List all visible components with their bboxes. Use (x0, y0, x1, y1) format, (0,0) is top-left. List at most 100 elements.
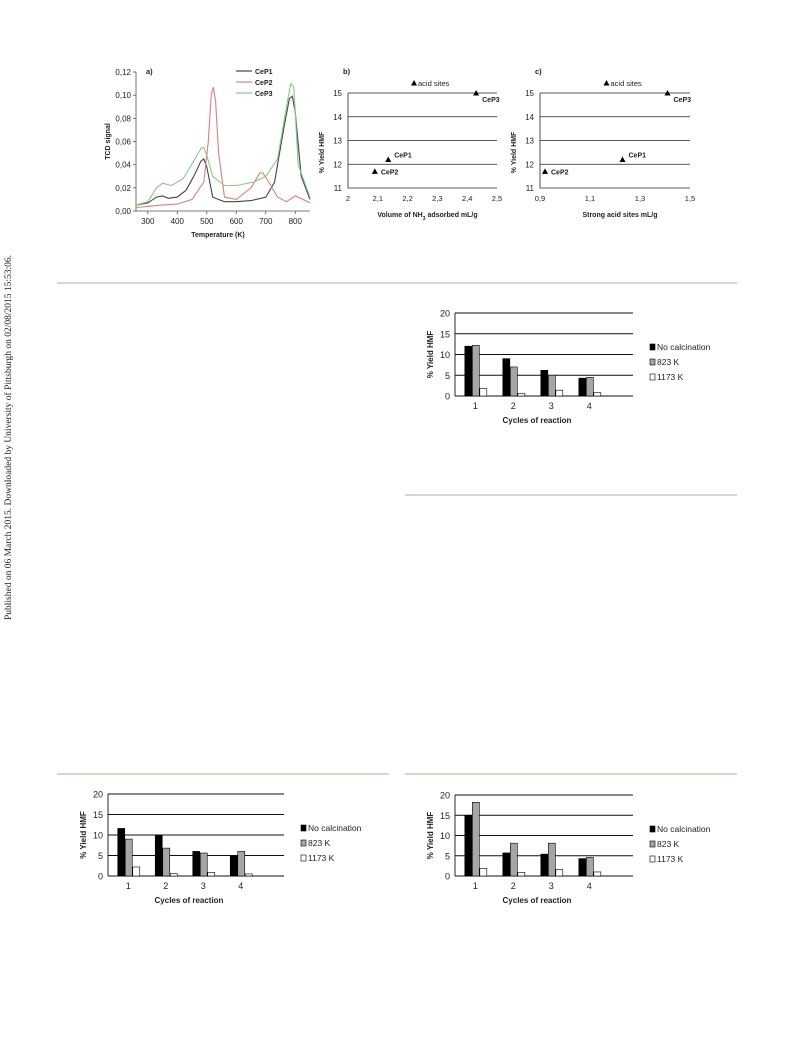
point-label: CeP2 (551, 169, 569, 176)
legend-marker (411, 80, 418, 86)
x-tick-label: 2,1 (373, 194, 383, 203)
x-tick-label: 4 (587, 881, 592, 891)
y-tick-label: 15 (440, 811, 450, 821)
bar-1173-k (132, 866, 141, 877)
y-tick-label: 0,00 (115, 207, 131, 216)
legend-label: 1173 K (308, 853, 335, 863)
legend-label: 823 K (657, 357, 680, 367)
legend-swatch (300, 839, 307, 847)
bar-823-k (547, 842, 556, 877)
x-tick-label: 2,2 (402, 194, 412, 203)
panel-label: c) (535, 67, 542, 76)
x-axis-label: Volume of NH3 adsorbed mL/g (377, 212, 477, 222)
y-tick-label: 0,12 (115, 68, 131, 77)
y-tick-label: 0 (445, 872, 450, 882)
bar-823-k (199, 852, 208, 877)
bar-823-k (509, 366, 518, 397)
point-label: CeP3 (482, 97, 500, 104)
bar-1173-k (479, 868, 488, 877)
y-tick-label: 14 (525, 113, 534, 122)
x-tick-label: 2 (346, 194, 350, 203)
x-tick-label: 800 (289, 217, 303, 226)
bar-no-calcination (154, 834, 163, 877)
legend-label: 823 K (657, 839, 680, 849)
bar-1173-k (517, 393, 526, 397)
y-tick-label: 15 (333, 89, 342, 98)
x-tick-label: 300 (141, 217, 155, 226)
series-line-cep3 (135, 82, 311, 206)
x-tick-label: 2,4 (462, 194, 472, 203)
bar-823-k (124, 838, 133, 877)
bar-no-calcination (578, 377, 587, 397)
point-label: CeP2 (381, 169, 399, 176)
legend-label: 1173 K (657, 372, 684, 382)
x-tick-label: 1,3 (635, 194, 645, 203)
bar-no-calcination (578, 858, 587, 877)
y-axis-label: % Yield HMF (319, 131, 326, 173)
bar-no-calcination (502, 852, 511, 877)
y-tick-label: 20 (440, 791, 450, 801)
series-line-cep2 (135, 86, 311, 209)
x-axis-label: Strong acid sites mL/g (582, 212, 657, 219)
y-tick-label: 0,06 (115, 138, 131, 147)
legend-label: CeP1 (255, 69, 273, 76)
x-tick-label: 1 (473, 401, 478, 411)
bar-1173-k (593, 392, 602, 397)
x-tick-label: 700 (259, 217, 273, 226)
y-tick-label: 0,02 (115, 184, 131, 193)
point-marker-cep1 (385, 156, 392, 162)
x-tick-label: 4 (587, 401, 592, 411)
bar-823-k (471, 801, 480, 877)
legend-label: CeP3 (255, 91, 273, 98)
y-tick-label: 15 (440, 329, 450, 339)
y-tick-label: 15 (525, 89, 534, 98)
y-tick-label: 11 (526, 184, 535, 193)
y-tick-label: 0,10 (115, 91, 131, 100)
legend-swatch (649, 343, 656, 351)
divider (57, 282, 737, 284)
x-tick-label: 2 (511, 881, 516, 891)
bar-1173-k (169, 873, 178, 877)
y-tick-label: 0 (98, 872, 103, 882)
point-marker-cep3 (473, 90, 480, 96)
bar-1173-k (593, 871, 602, 877)
bar-1173-k (207, 872, 216, 877)
bar-823-k (585, 857, 594, 877)
panel-label: a) (146, 67, 153, 76)
y-tick-label: 5 (445, 851, 450, 861)
point-label: CeP3 (674, 97, 692, 104)
y-tick-label: 0,04 (115, 161, 131, 170)
y-tick-label: 0 (445, 392, 450, 402)
x-axis-label: Cycles of reaction (503, 416, 572, 425)
y-tick-label: 12 (333, 160, 342, 169)
bar-1173-k (517, 872, 526, 877)
bar-no-calcination (502, 358, 511, 397)
legend-label: acid sites (611, 79, 643, 88)
x-axis-label: Cycles of reaction (155, 896, 224, 905)
x-tick-label: 1 (126, 881, 131, 891)
point-marker-cep2 (542, 168, 548, 174)
divider (405, 773, 737, 775)
divider (57, 773, 389, 775)
y-tick-label: 12 (525, 160, 534, 169)
point-label: CeP1 (629, 153, 647, 160)
y-tick-label: 5 (98, 851, 103, 861)
point-marker-cep3 (664, 90, 671, 96)
legend-swatch (649, 358, 656, 366)
divider (405, 494, 737, 496)
bar-no-calcination (117, 828, 126, 877)
x-tick-label: 1,5 (685, 194, 695, 203)
y-tick-label: 20 (93, 790, 103, 800)
y-tick-label: 13 (333, 137, 342, 146)
legend-label: CeP2 (255, 80, 273, 87)
x-tick-label: 3 (549, 401, 554, 411)
y-tick-label: 15 (93, 810, 103, 820)
legend-label: No calcination (657, 342, 711, 352)
x-tick-label: 0,9 (535, 194, 545, 203)
y-tick-label: 0,08 (115, 114, 131, 123)
legend-swatch (300, 854, 307, 862)
bar-823-k (585, 377, 594, 397)
y-axis-label: % Yield HMF (426, 331, 435, 379)
x-tick-label: 4 (238, 881, 243, 891)
point-label: CeP1 (394, 153, 412, 160)
